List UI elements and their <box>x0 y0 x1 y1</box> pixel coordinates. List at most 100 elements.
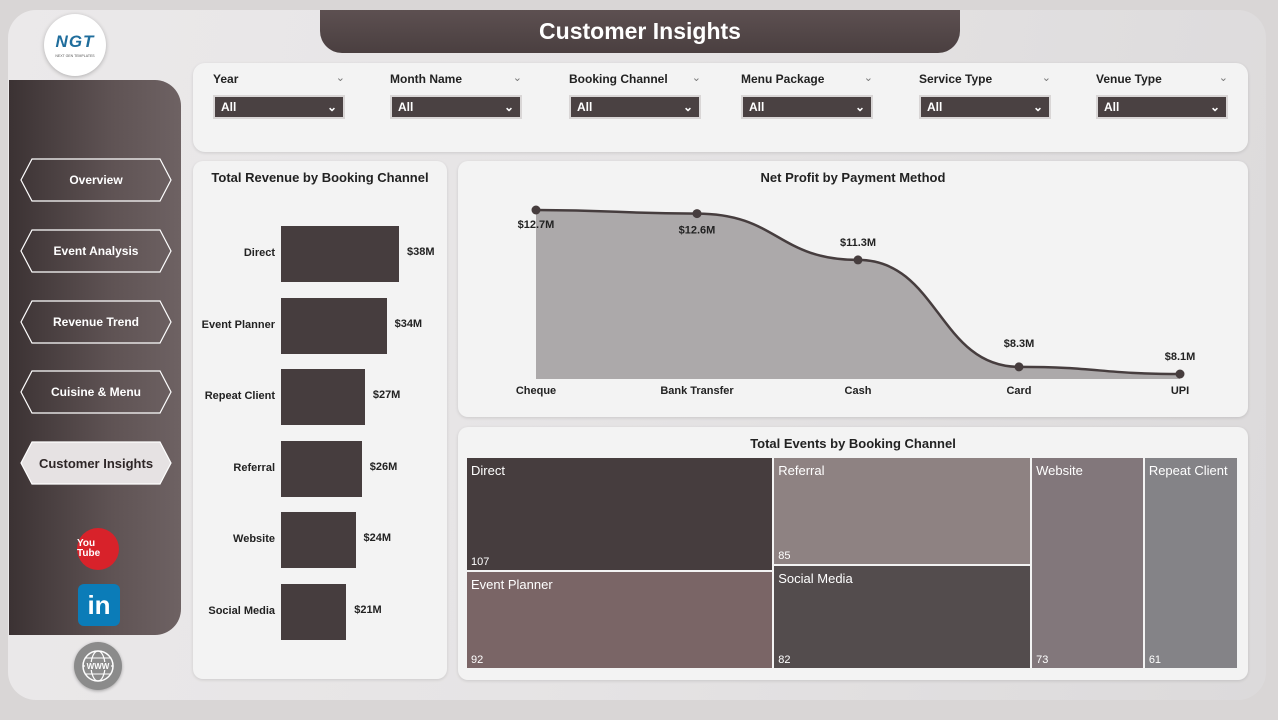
x-tick-label: Cash <box>845 385 872 397</box>
website-globe-icon[interactable]: WWW <box>74 642 122 690</box>
bar-category-label: Social Media <box>208 604 275 617</box>
dropdown-value: All <box>927 100 943 114</box>
bar-category-label: Event Planner <box>201 318 275 331</box>
treemap-cell[interactable]: Referral 85 <box>773 457 1032 565</box>
chevron-down-icon: ⌄ <box>854 100 865 114</box>
treemap-cell-label: Event Planner <box>471 576 553 592</box>
treemap-cell[interactable]: Event Planner 92 <box>466 570 774 669</box>
month-name-dropdown[interactable]: All ⌄ <box>390 95 522 119</box>
slicer-label: Booking Channel <box>569 72 668 86</box>
nav-overview-button[interactable]: Overview <box>20 158 172 202</box>
chevron-down-icon[interactable]: ⌄ <box>335 72 345 84</box>
chevron-down-icon: ⌄ <box>326 100 337 114</box>
treemap-cell[interactable]: Repeat Client 61 <box>1143 457 1238 669</box>
slicer-service-type: Service Type ⌄ All ⌄ <box>919 71 1053 119</box>
treemap-cell-label: Repeat Client <box>1148 463 1228 478</box>
slicer-label: Menu Package <box>741 72 825 86</box>
ngt-logo: NGT NEXT GEN TEMPLATES <box>44 14 106 76</box>
svg-text:WWW: WWW <box>87 662 110 671</box>
chevron-down-icon: ⌄ <box>503 100 514 114</box>
menu-package-dropdown[interactable]: All ⌄ <box>741 95 873 119</box>
nav-button-shape <box>20 441 172 485</box>
bar[interactable] <box>281 440 362 497</box>
data-point[interactable] <box>1175 369 1185 379</box>
venue-type-dropdown[interactable]: All ⌄ <box>1096 95 1228 119</box>
dropdown-value: All <box>577 100 593 114</box>
data-value-label: $11.3M <box>840 237 876 249</box>
nav-button-shape <box>20 370 172 414</box>
bar[interactable] <box>281 297 387 354</box>
dropdown-value: All <box>398 100 414 114</box>
chevron-down-icon[interactable]: ⌄ <box>512 72 522 84</box>
treemap-cell-value: 73 <box>1036 654 1049 666</box>
bar-category-label: Direct <box>243 247 275 259</box>
chevron-down-icon[interactable]: ⌄ <box>863 72 873 84</box>
slicer-label: Service Type <box>919 72 993 86</box>
logo-text: NGT <box>55 32 95 51</box>
bar-value-label: $34M <box>394 317 423 330</box>
bar-value-label: $24M <box>363 532 392 544</box>
slicer-month-name: Month Name ⌄ All ⌄ <box>390 71 524 119</box>
bar-value-label: $38M <box>407 246 435 258</box>
bar-value-label: $21M <box>354 603 382 616</box>
bar[interactable] <box>281 369 365 425</box>
treemap-cell-value: 107 <box>471 555 490 568</box>
booking-channel-dropdown[interactable]: All ⌄ <box>569 95 701 119</box>
slicer-label: Venue Type <box>1096 72 1162 86</box>
bar-category-label: Website <box>233 533 275 545</box>
chevron-down-icon[interactable]: ⌄ <box>1041 72 1051 84</box>
data-point[interactable] <box>531 205 541 215</box>
chevron-down-icon[interactable]: ⌄ <box>691 72 701 84</box>
treemap-cell-value: 92 <box>471 653 484 666</box>
chevron-down-icon: ⌄ <box>682 100 693 114</box>
slicer-booking-channel: Booking Channel ⌄ All ⌄ <box>569 71 703 119</box>
data-value-label: $12.7M <box>518 219 555 231</box>
treemap-cell[interactable]: Social Media 82 <box>773 564 1032 669</box>
treemap-cell-value: 61 <box>1148 654 1162 666</box>
page-title: Customer Insights <box>320 10 960 53</box>
treemap-chart: Direct 107 Event Planner 92 Referral 85 Social… <box>466 457 1238 669</box>
events-by-channel-card: Total Events by Booking Channel Direct 10… <box>458 427 1248 680</box>
nav-label: Event Analysis <box>53 244 139 258</box>
bar-category-label: Repeat Client <box>204 390 275 402</box>
nav-customer-insights-button[interactable]: Customer Insights <box>20 441 172 485</box>
data-point[interactable] <box>692 209 702 219</box>
treemap-cell-label: Referral <box>778 463 825 478</box>
slicer-year: Year ⌄ All ⌄ <box>213 71 347 119</box>
data-value-label: $8.3M <box>1004 338 1035 350</box>
globe-icon: WWW <box>82 650 114 682</box>
data-value-label: $8.1M <box>1165 351 1196 363</box>
bar[interactable] <box>281 583 347 640</box>
nav-label: Revenue Trend <box>52 315 140 329</box>
area-fill <box>536 210 1180 379</box>
service-type-dropdown[interactable]: All ⌄ <box>919 95 1051 119</box>
youtube-icon[interactable]: You Tube <box>77 528 119 570</box>
chevron-down-icon[interactable]: ⌄ <box>1218 72 1228 84</box>
bar[interactable] <box>281 512 356 568</box>
treemap-cell-value: 82 <box>778 653 791 666</box>
chart-title: Total Revenue by Booking Channel <box>211 170 429 185</box>
nav-revenue-trend-button[interactable]: Revenue Trend <box>20 300 172 344</box>
nav-label: Cuisine & Menu <box>50 385 141 399</box>
dropdown-value: All <box>1104 100 1120 114</box>
x-tick-label: Card <box>1006 385 1031 397</box>
chart-title: Net Profit by Payment Method <box>760 170 946 185</box>
youtube-label: You Tube <box>77 538 101 559</box>
chevron-down-icon: ⌄ <box>1209 100 1220 114</box>
bar-value-label: $27M <box>372 389 401 401</box>
linkedin-icon[interactable]: in <box>78 584 120 626</box>
revenue-by-channel-card: Total Revenue by Booking Channel Direct $… <box>193 161 447 679</box>
treemap-cell[interactable]: Website 73 <box>1031 457 1144 669</box>
nav-event-analysis-button[interactable]: Event Analysis <box>20 229 172 273</box>
bar-value-label: $26M <box>369 460 398 473</box>
nav-cuisine-menu-button[interactable]: Cuisine & Menu <box>20 370 172 414</box>
treemap-cell-label: Direct <box>471 463 505 478</box>
filter-panel: Year ⌄ All ⌄ Month Name ⌄ All ⌄ Booking … <box>193 63 1248 152</box>
data-point[interactable] <box>1014 362 1024 372</box>
data-point[interactable] <box>853 255 863 265</box>
x-tick-label: Bank Transfer <box>660 385 734 397</box>
data-value-label: $12.6M <box>679 225 716 237</box>
year-dropdown[interactable]: All ⌄ <box>213 95 345 119</box>
treemap-cell[interactable]: Direct 107 <box>466 457 774 571</box>
bar[interactable] <box>281 226 399 282</box>
